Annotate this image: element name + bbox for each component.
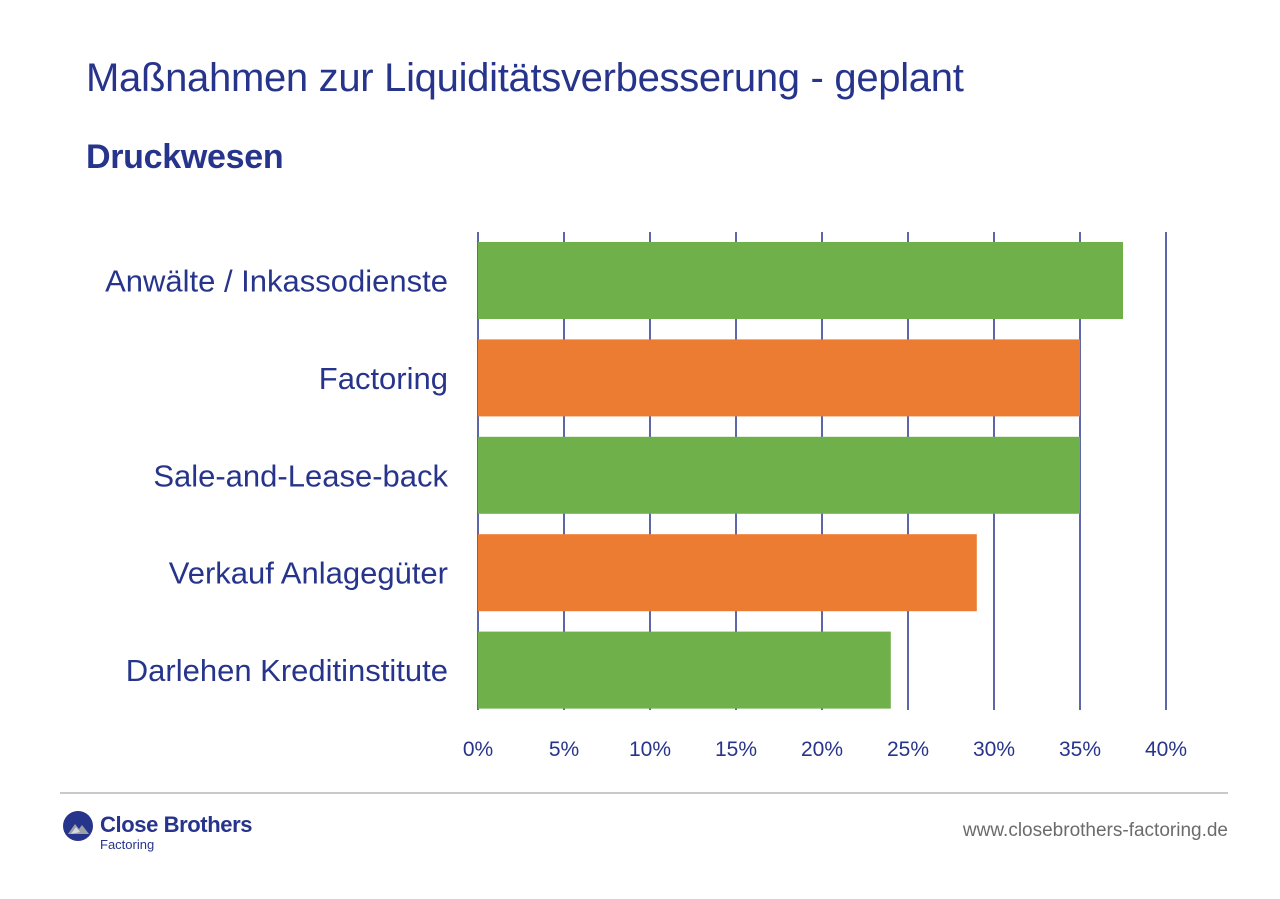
bar bbox=[478, 436, 1080, 514]
x-tick-label: 0% bbox=[463, 738, 493, 761]
category-label: Verkauf Anlagegüter bbox=[169, 556, 448, 591]
x-tick-label: 10% bbox=[629, 738, 671, 761]
category-label: Darlehen Kreditinstitute bbox=[126, 653, 448, 688]
x-tick-label: 5% bbox=[549, 738, 579, 761]
x-tick-label: 40% bbox=[1145, 738, 1187, 761]
bar bbox=[478, 534, 977, 612]
chart-subtitle: Druckwesen bbox=[86, 138, 284, 176]
close-brothers-logo-icon bbox=[63, 811, 93, 841]
category-label: Factoring bbox=[319, 361, 448, 396]
x-tick-label: 15% bbox=[715, 738, 757, 761]
website-link[interactable]: www.closebrothers-factoring.de bbox=[962, 820, 1228, 841]
x-tick-label: 25% bbox=[887, 738, 929, 761]
chart-title: Maßnahmen zur Liquiditätsverbesserung - … bbox=[86, 56, 964, 100]
category-labels: Anwälte / Inkassodienste Factoring Sale-an… bbox=[105, 264, 448, 689]
bars bbox=[478, 242, 1123, 709]
category-label: Anwälte / Inkassodienste bbox=[105, 264, 448, 299]
bar bbox=[478, 339, 1080, 417]
x-tick-label: 30% bbox=[973, 738, 1015, 761]
bar bbox=[478, 242, 1123, 319]
close-brothers-logo[interactable]: Close Brothers Factoring bbox=[62, 808, 282, 858]
bar bbox=[478, 631, 891, 709]
logo-name: Close Brothers bbox=[100, 812, 253, 837]
logo-subtitle: Factoring bbox=[100, 837, 155, 852]
footer-divider bbox=[60, 792, 1228, 794]
category-label: Sale-and-Lease-back bbox=[153, 458, 448, 493]
x-tick-label: 20% bbox=[801, 738, 843, 761]
bar-chart: 0% 5% 10% 15% 20% 25% 30% 35% 40% Anwälte / Inka… bbox=[105, 232, 1187, 761]
x-tick-label: 35% bbox=[1059, 738, 1101, 761]
x-axis: 0% 5% 10% 15% 20% 25% 30% 35% 40% bbox=[463, 738, 1187, 761]
